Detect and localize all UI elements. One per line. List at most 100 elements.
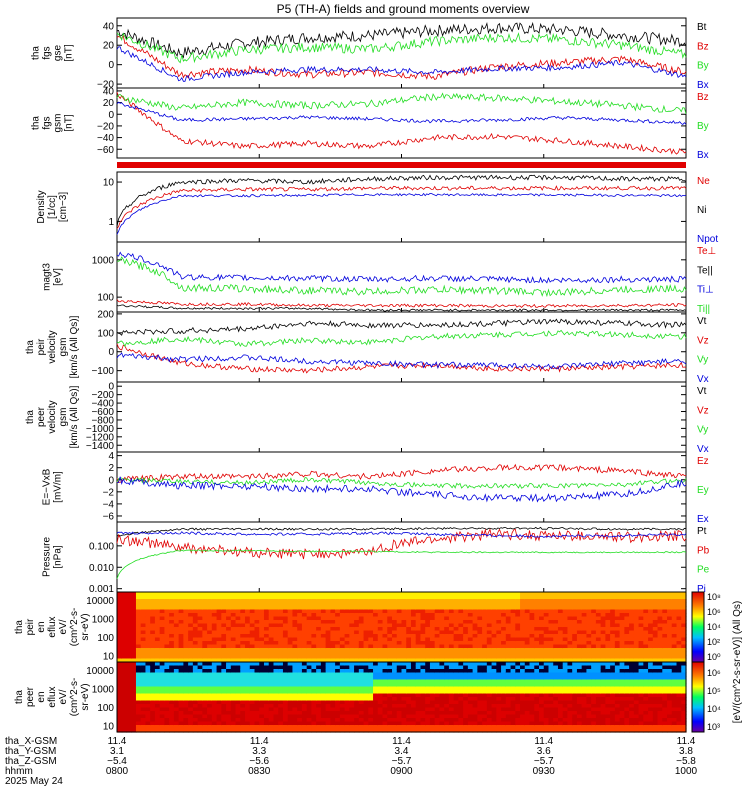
heatmap-cell <box>131 638 136 642</box>
heatmap-cell <box>439 666 444 670</box>
heatmap-cell <box>402 599 407 603</box>
heatmap-cell <box>240 708 245 712</box>
heatmap-cell <box>169 697 174 701</box>
heatmap-cell <box>463 634 468 638</box>
heatmap-cell <box>567 592 572 596</box>
heatmap-cell <box>487 645 492 649</box>
heatmap-cell <box>278 683 283 687</box>
heatmap-cell <box>188 708 193 712</box>
heatmap-cell <box>321 683 326 687</box>
heatmap-cell <box>174 718 179 722</box>
heatmap-cell <box>307 680 312 684</box>
heatmap-cell <box>525 715 530 719</box>
heatmap-cell <box>511 638 516 642</box>
heatmap-cell <box>629 715 634 719</box>
heatmap-cell <box>226 599 231 603</box>
heatmap-cell <box>515 648 520 652</box>
heatmap-cell <box>150 596 155 600</box>
heatmap-cell <box>122 645 127 649</box>
heatmap-cell <box>582 715 587 719</box>
ytick-label: −2 <box>103 487 115 498</box>
heatmap-cell <box>330 655 335 659</box>
heatmap-cell <box>420 708 425 712</box>
heatmap-cell <box>539 676 544 680</box>
heatmap-cell <box>653 627 658 631</box>
heatmap-cell <box>321 648 326 652</box>
heatmap-cell <box>487 669 492 673</box>
heatmap-cell <box>378 715 383 719</box>
heatmap-cell <box>392 673 397 677</box>
heatmap-cell <box>316 645 321 649</box>
ylabel-line: en <box>36 621 47 632</box>
panel-frame <box>117 452 686 522</box>
heatmap-cell <box>145 708 150 712</box>
heatmap-cell <box>359 599 364 603</box>
heatmap-cell <box>307 652 312 656</box>
heatmap-cell <box>316 673 321 677</box>
heatmap-cell <box>577 624 582 628</box>
heatmap-cell <box>458 652 463 656</box>
heatmap-cell <box>397 687 402 691</box>
heatmap-cell <box>662 603 667 607</box>
heatmap-cell <box>354 610 359 614</box>
heatmap-cell <box>169 606 174 610</box>
ylabel-line: gsm <box>58 408 69 427</box>
heatmap-cell <box>226 634 231 638</box>
heatmap-cell <box>302 648 307 652</box>
heatmap-cell <box>226 610 231 614</box>
heatmap-cell <box>411 715 416 719</box>
heatmap-cell <box>383 596 388 600</box>
heatmap-cell <box>667 655 672 659</box>
heatmap-cell <box>454 687 459 691</box>
heatmap-cell <box>207 631 212 635</box>
heatmap-cell <box>179 624 184 628</box>
heatmap-cell <box>605 673 610 677</box>
heatmap-cell <box>221 722 226 726</box>
heatmap-cell <box>179 627 184 631</box>
heatmap-cell <box>340 676 345 680</box>
heatmap-cell <box>411 652 416 656</box>
heatmap-cell <box>530 701 535 705</box>
heatmap-cell <box>387 634 392 638</box>
heatmap-cell <box>425 638 430 642</box>
heatmap-cell <box>610 673 615 677</box>
heatmap-cell <box>411 697 416 701</box>
heatmap-cell <box>212 645 217 649</box>
heatmap-cell <box>255 708 260 712</box>
heatmap-cell <box>288 697 293 701</box>
heatmap-cell <box>164 617 169 621</box>
heatmap-cell <box>520 666 525 670</box>
heatmap-cell <box>420 697 425 701</box>
heatmap-cell <box>297 596 302 600</box>
heatmap-cell <box>406 627 411 631</box>
heatmap-cell <box>155 722 160 726</box>
heatmap-cell <box>620 599 625 603</box>
heatmap-cell <box>454 645 459 649</box>
heatmap-cell <box>624 613 629 617</box>
heatmap-cell <box>302 596 307 600</box>
heatmap-cell <box>273 610 278 614</box>
legend-temperature-Ti||: Ti|| <box>697 304 710 315</box>
heatmap-cell <box>567 680 572 684</box>
heatmap-cell <box>416 645 421 649</box>
heatmap-cell <box>160 704 165 708</box>
heatmap-cell <box>653 634 658 638</box>
heatmap-cell <box>288 725 293 729</box>
heatmap-cell <box>449 704 454 708</box>
heatmap-cell <box>273 631 278 635</box>
heatmap-cell <box>141 655 146 659</box>
heatmap-cell <box>368 676 373 680</box>
heatmap-cell <box>506 603 511 607</box>
heatmap-cell <box>487 631 492 635</box>
heatmap-cell <box>255 711 260 715</box>
heatmap-cell <box>330 690 335 694</box>
heatmap-cell <box>567 641 572 645</box>
heatmap-cell <box>326 652 331 656</box>
heatmap-cell <box>420 613 425 617</box>
heatmap-cell <box>335 666 340 670</box>
heatmap-cell <box>553 725 558 729</box>
heatmap-cell <box>506 715 511 719</box>
heatmap-cell <box>326 634 331 638</box>
heatmap-cell <box>520 627 525 631</box>
heatmap-cell <box>126 694 131 698</box>
